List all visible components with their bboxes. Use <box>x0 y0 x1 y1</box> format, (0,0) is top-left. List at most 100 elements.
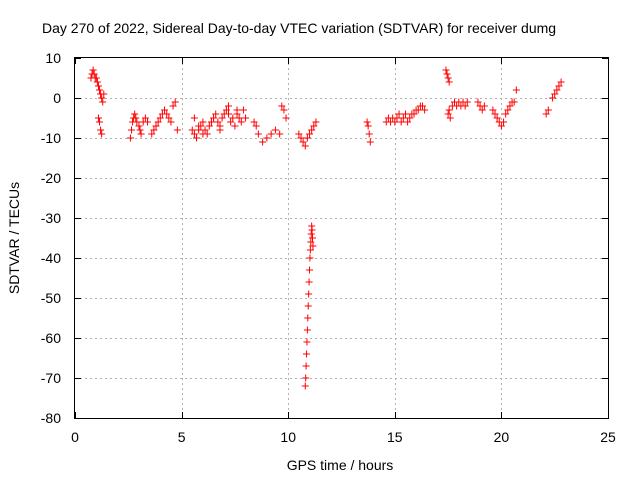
data-point <box>210 114 218 122</box>
data-point <box>364 122 372 130</box>
data-point <box>163 110 171 118</box>
data-point <box>250 118 258 126</box>
x-tick-label: 0 <box>71 429 79 445</box>
data-point <box>303 338 311 346</box>
data-point <box>301 382 309 390</box>
x-tick-label: 15 <box>387 429 403 445</box>
data-point <box>549 94 557 102</box>
x-tick-label: 10 <box>280 429 296 445</box>
data-point <box>444 110 452 118</box>
data-point <box>445 106 453 114</box>
data-point <box>212 110 220 118</box>
data-point <box>309 242 317 250</box>
data-point <box>542 110 550 118</box>
data-point <box>254 130 262 138</box>
data-point <box>401 110 409 118</box>
data-point <box>136 126 144 134</box>
data-point <box>303 134 311 142</box>
data-point <box>478 106 486 114</box>
data-point <box>474 98 482 106</box>
data-point <box>169 102 177 110</box>
data-points <box>87 66 565 390</box>
data-point <box>553 86 561 94</box>
data-point <box>165 114 173 122</box>
data-point <box>237 118 245 126</box>
data-point <box>227 118 235 126</box>
data-point <box>239 106 247 114</box>
data-point <box>308 226 316 234</box>
data-point <box>410 110 418 118</box>
data-point <box>100 90 108 98</box>
data-point <box>96 86 104 94</box>
data-point <box>397 118 405 126</box>
data-point <box>267 130 275 138</box>
data-point <box>280 106 288 114</box>
data-point <box>421 106 429 114</box>
data-point <box>446 114 454 122</box>
data-point <box>97 126 105 134</box>
y-tick-label: -30 <box>41 210 61 226</box>
data-point <box>404 118 412 126</box>
data-point <box>302 374 310 382</box>
chart-title: Day 270 of 2022, Sidereal Day-to-day VTE… <box>42 20 556 36</box>
data-point <box>363 118 371 126</box>
data-point <box>152 122 160 130</box>
data-point <box>216 126 224 134</box>
data-point <box>282 114 290 122</box>
data-point <box>190 130 198 138</box>
data-point <box>395 110 403 118</box>
data-point <box>306 130 314 138</box>
data-point <box>365 130 373 138</box>
data-point <box>94 82 102 90</box>
data-point <box>201 126 209 134</box>
data-point <box>557 78 565 86</box>
data-point <box>309 234 317 242</box>
y-axis-label: SDTVAR / TECUs <box>6 182 22 294</box>
data-point <box>98 94 106 102</box>
data-point <box>99 98 107 106</box>
plot-frame <box>74 57 609 419</box>
data-point <box>391 118 399 126</box>
data-point <box>92 74 100 82</box>
data-point <box>143 118 151 126</box>
y-tick-label: 0 <box>53 90 61 106</box>
data-point <box>131 110 139 118</box>
data-point <box>148 130 156 138</box>
data-point <box>306 246 314 254</box>
data-point <box>190 114 198 122</box>
data-point <box>231 122 239 130</box>
data-point <box>214 118 222 126</box>
data-point <box>497 122 505 130</box>
data-point <box>304 302 312 310</box>
data-point <box>89 66 97 74</box>
data-point <box>306 266 314 274</box>
data-point <box>276 130 284 138</box>
data-point <box>278 102 286 110</box>
data-point <box>299 138 307 146</box>
data-point <box>133 118 141 126</box>
data-point <box>96 118 104 126</box>
y-tick-label: -10 <box>41 130 61 146</box>
data-point <box>193 134 201 142</box>
data-point <box>93 78 101 86</box>
data-point <box>301 142 309 150</box>
data-point <box>302 362 310 370</box>
data-point <box>414 106 422 114</box>
data-point <box>303 326 311 334</box>
data-point <box>171 98 179 106</box>
data-point <box>137 130 145 138</box>
data-point <box>132 114 140 122</box>
data-point <box>127 126 135 134</box>
data-point <box>512 86 520 94</box>
data-point <box>252 122 260 130</box>
data-point <box>399 114 407 122</box>
x-tick-label: 25 <box>600 429 616 445</box>
data-point <box>303 350 311 358</box>
data-point <box>419 102 427 110</box>
data-point <box>502 110 510 118</box>
data-point <box>306 254 314 262</box>
data-point <box>199 118 207 126</box>
data-point <box>312 118 320 126</box>
data-point <box>463 98 471 106</box>
